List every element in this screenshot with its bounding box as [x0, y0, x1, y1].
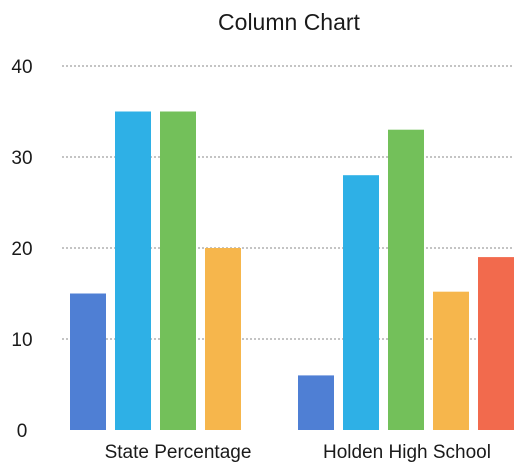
gridlines — [62, 65, 512, 340]
bar — [70, 293, 106, 430]
category-label: State Percentage — [105, 442, 252, 463]
bar — [478, 257, 514, 430]
bar — [388, 129, 424, 430]
bar — [205, 248, 241, 430]
y-tick-label: 20 — [11, 239, 32, 260]
chart-title: Column Chart — [218, 9, 360, 35]
y-axis-ticks: 0 10 20 30 40 — [11, 57, 32, 442]
y-tick-label: 0 — [17, 421, 28, 442]
y-tick-label: 40 — [11, 57, 32, 78]
category-labels: State Percentage Holden High School — [105, 442, 491, 463]
bars — [70, 111, 514, 430]
bar — [298, 375, 334, 430]
category-label: Holden High School — [323, 442, 491, 463]
bar — [433, 291, 469, 430]
bar — [160, 111, 196, 430]
bar — [115, 111, 151, 430]
y-tick-label: 30 — [11, 148, 32, 169]
y-tick-label: 10 — [11, 330, 32, 351]
bar — [343, 175, 379, 430]
